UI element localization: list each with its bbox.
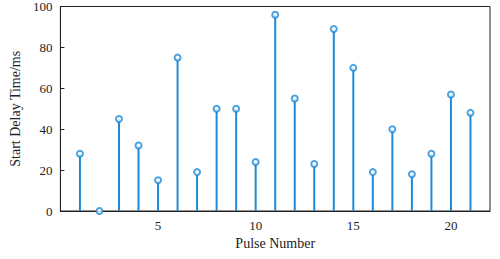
svg-text:60: 60 (39, 81, 52, 96)
svg-text:Start Delay Time/ms: Start Delay Time/ms (8, 51, 23, 167)
svg-text:5: 5 (155, 218, 162, 233)
svg-text:80: 80 (39, 40, 52, 55)
svg-text:40: 40 (39, 122, 52, 137)
svg-text:20: 20 (444, 218, 457, 233)
svg-text:Pulse Number: Pulse Number (235, 236, 315, 251)
svg-text:10: 10 (249, 218, 262, 233)
svg-text:20: 20 (39, 163, 52, 178)
svg-text:100: 100 (33, 0, 53, 14)
svg-text:0: 0 (46, 204, 53, 219)
svg-text:15: 15 (347, 218, 360, 233)
